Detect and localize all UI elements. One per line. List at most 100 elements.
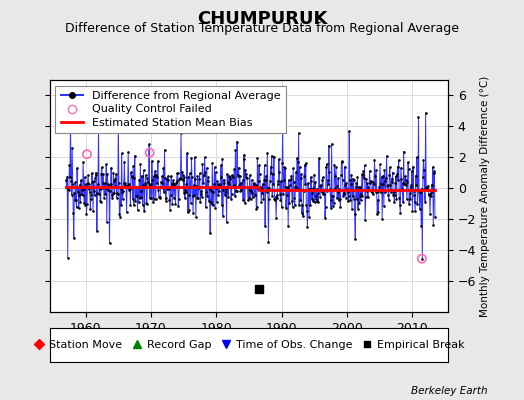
Point [288,204,297,210]
Point [315,155,323,162]
Point [289,165,297,172]
Point [420,186,429,193]
Point [291,202,299,209]
Point [106,188,114,195]
Point [374,208,383,215]
Point [220,176,228,183]
Point [217,202,226,208]
Point [188,193,196,199]
Point [163,173,172,180]
Point [381,178,389,184]
Point [232,188,241,194]
Point [390,199,398,206]
Point [314,190,322,196]
Point [136,161,145,167]
Point [427,190,435,196]
Point [138,202,147,208]
Point [302,160,310,166]
Point [397,164,405,171]
Point [264,239,272,246]
Point [270,196,279,202]
Point [78,191,86,197]
Point [154,158,162,164]
Point [276,191,284,198]
Point [384,182,392,188]
Point [156,194,165,200]
Point [423,186,431,192]
Point [277,204,286,210]
Point [384,192,392,198]
Point [80,185,88,192]
Point [357,191,366,197]
Point [368,189,376,196]
Point [107,164,115,171]
Point [272,215,280,221]
Point [332,183,341,189]
Point [190,182,198,188]
Point [315,182,324,189]
Point [367,189,376,196]
Point [403,179,412,185]
Point [336,196,344,202]
Point [285,200,293,206]
Point [109,170,117,176]
Point [268,152,276,159]
Point [202,189,211,196]
Point [253,204,261,210]
Point [100,194,108,201]
Point [418,256,426,262]
Point [326,196,335,203]
Point [220,180,228,186]
Point [116,186,125,192]
Point [261,177,270,183]
Point [81,202,90,208]
Point [330,162,339,168]
Point [333,189,342,196]
Point [322,161,331,167]
Point [364,184,373,190]
Point [392,173,400,180]
Point [373,211,381,217]
Point [133,192,141,199]
Point [295,201,303,208]
Point [366,180,374,186]
Point [280,164,289,171]
Point [350,196,358,202]
Point [238,184,246,190]
Point [312,196,320,202]
Point [114,120,123,126]
Point [95,186,104,192]
Point [249,180,258,186]
Point [103,219,111,225]
Point [330,200,338,206]
Point [230,166,238,172]
Point [362,176,370,182]
Point [260,177,268,183]
Point [251,192,259,198]
Point [91,192,99,198]
Point [248,190,257,196]
Point [168,200,177,207]
Point [201,154,209,161]
Point [193,194,201,201]
Point [162,197,170,204]
Point [400,181,409,187]
Point [360,175,368,182]
Point [63,255,72,261]
Point [429,222,438,228]
Point [373,189,381,195]
Point [134,184,143,190]
Point [333,195,341,202]
Point [125,180,134,187]
Point [356,197,365,204]
Point [199,180,207,186]
Point [164,177,172,184]
Point [369,190,378,197]
Point [121,182,129,188]
Point [67,178,75,184]
Point [294,186,302,192]
Point [86,195,95,202]
Point [62,185,71,191]
Point [304,186,313,192]
Point [65,162,73,168]
